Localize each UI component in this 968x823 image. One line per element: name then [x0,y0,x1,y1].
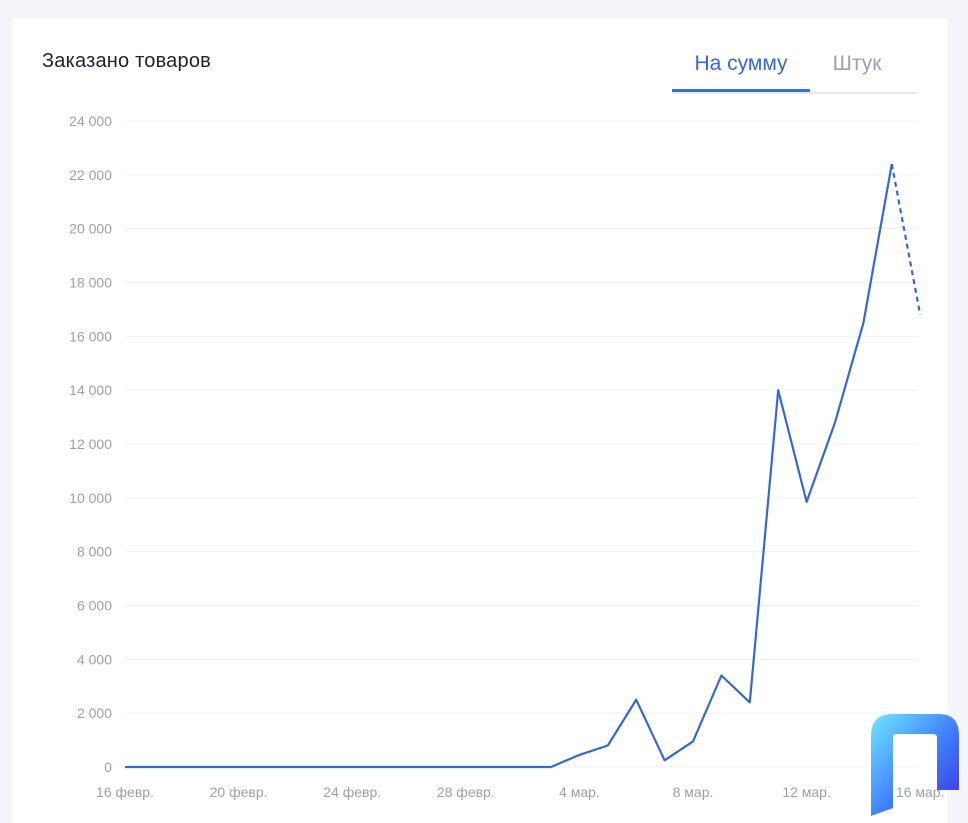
x-tick-label: 12 мар. [782,784,831,800]
y-tick-label: 2 000 [77,705,112,721]
data-point [520,764,526,770]
data-point [718,672,724,678]
y-tick-label: 4 000 [77,651,112,667]
data-point [548,764,554,770]
data-point [576,752,582,758]
x-tick-label: 16 мар. [896,784,945,800]
y-tick-label: 24 000 [69,113,112,129]
data-point [434,764,440,770]
data-point [378,764,384,770]
x-tick-label: 28 февр. [437,784,495,800]
y-tick-label: 12 000 [69,436,112,452]
data-point [804,499,810,505]
data-point [832,419,838,425]
data-point [775,387,781,393]
x-tick-label: 16 февр. [96,784,154,800]
data-point [662,757,668,763]
data-point [491,764,497,770]
data-point [122,764,128,770]
data-point [179,764,185,770]
data-point [889,161,895,167]
data-point [633,697,639,703]
x-tick-label: 4 мар. [559,784,600,800]
tab-by-sum[interactable]: На сумму [672,48,810,92]
data-point [207,764,213,770]
y-tick-label: 10 000 [69,490,112,506]
y-tick-label: 16 000 [69,328,112,344]
data-point [860,320,866,326]
x-tick-label: 8 мар. [673,784,714,800]
orders-card: Заказано товаров На сумму Штук [12,18,947,823]
series-line [125,163,893,769]
tab-bar: На сумму Штук [672,48,918,94]
data-point [463,764,469,770]
brand-logo [871,714,959,816]
y-tick-label: 22 000 [69,167,112,183]
data-point [236,764,242,770]
data-point [605,742,611,748]
data-point [150,764,156,770]
tab-by-count[interactable]: Штук [832,52,882,75]
data-point [917,312,923,318]
data-point [349,764,355,770]
y-tick-label: 6 000 [77,598,112,614]
x-tick-label: 20 февр. [210,784,268,800]
data-point [264,764,270,770]
x-tick-label: 24 февр. [323,784,381,800]
data-point [292,764,298,770]
y-tick-label: 14 000 [69,382,112,398]
y-tick-label: 8 000 [77,544,112,560]
card-title: Заказано товаров [42,50,211,72]
data-point [321,764,327,770]
y-tick-label: 18 000 [69,275,112,291]
data-point [747,699,753,705]
y-tick-label: 20 000 [69,221,112,237]
data-point [406,764,412,770]
series-line-forecast [890,163,922,316]
data-point [690,738,696,744]
y-tick-label: 0 [104,759,112,775]
